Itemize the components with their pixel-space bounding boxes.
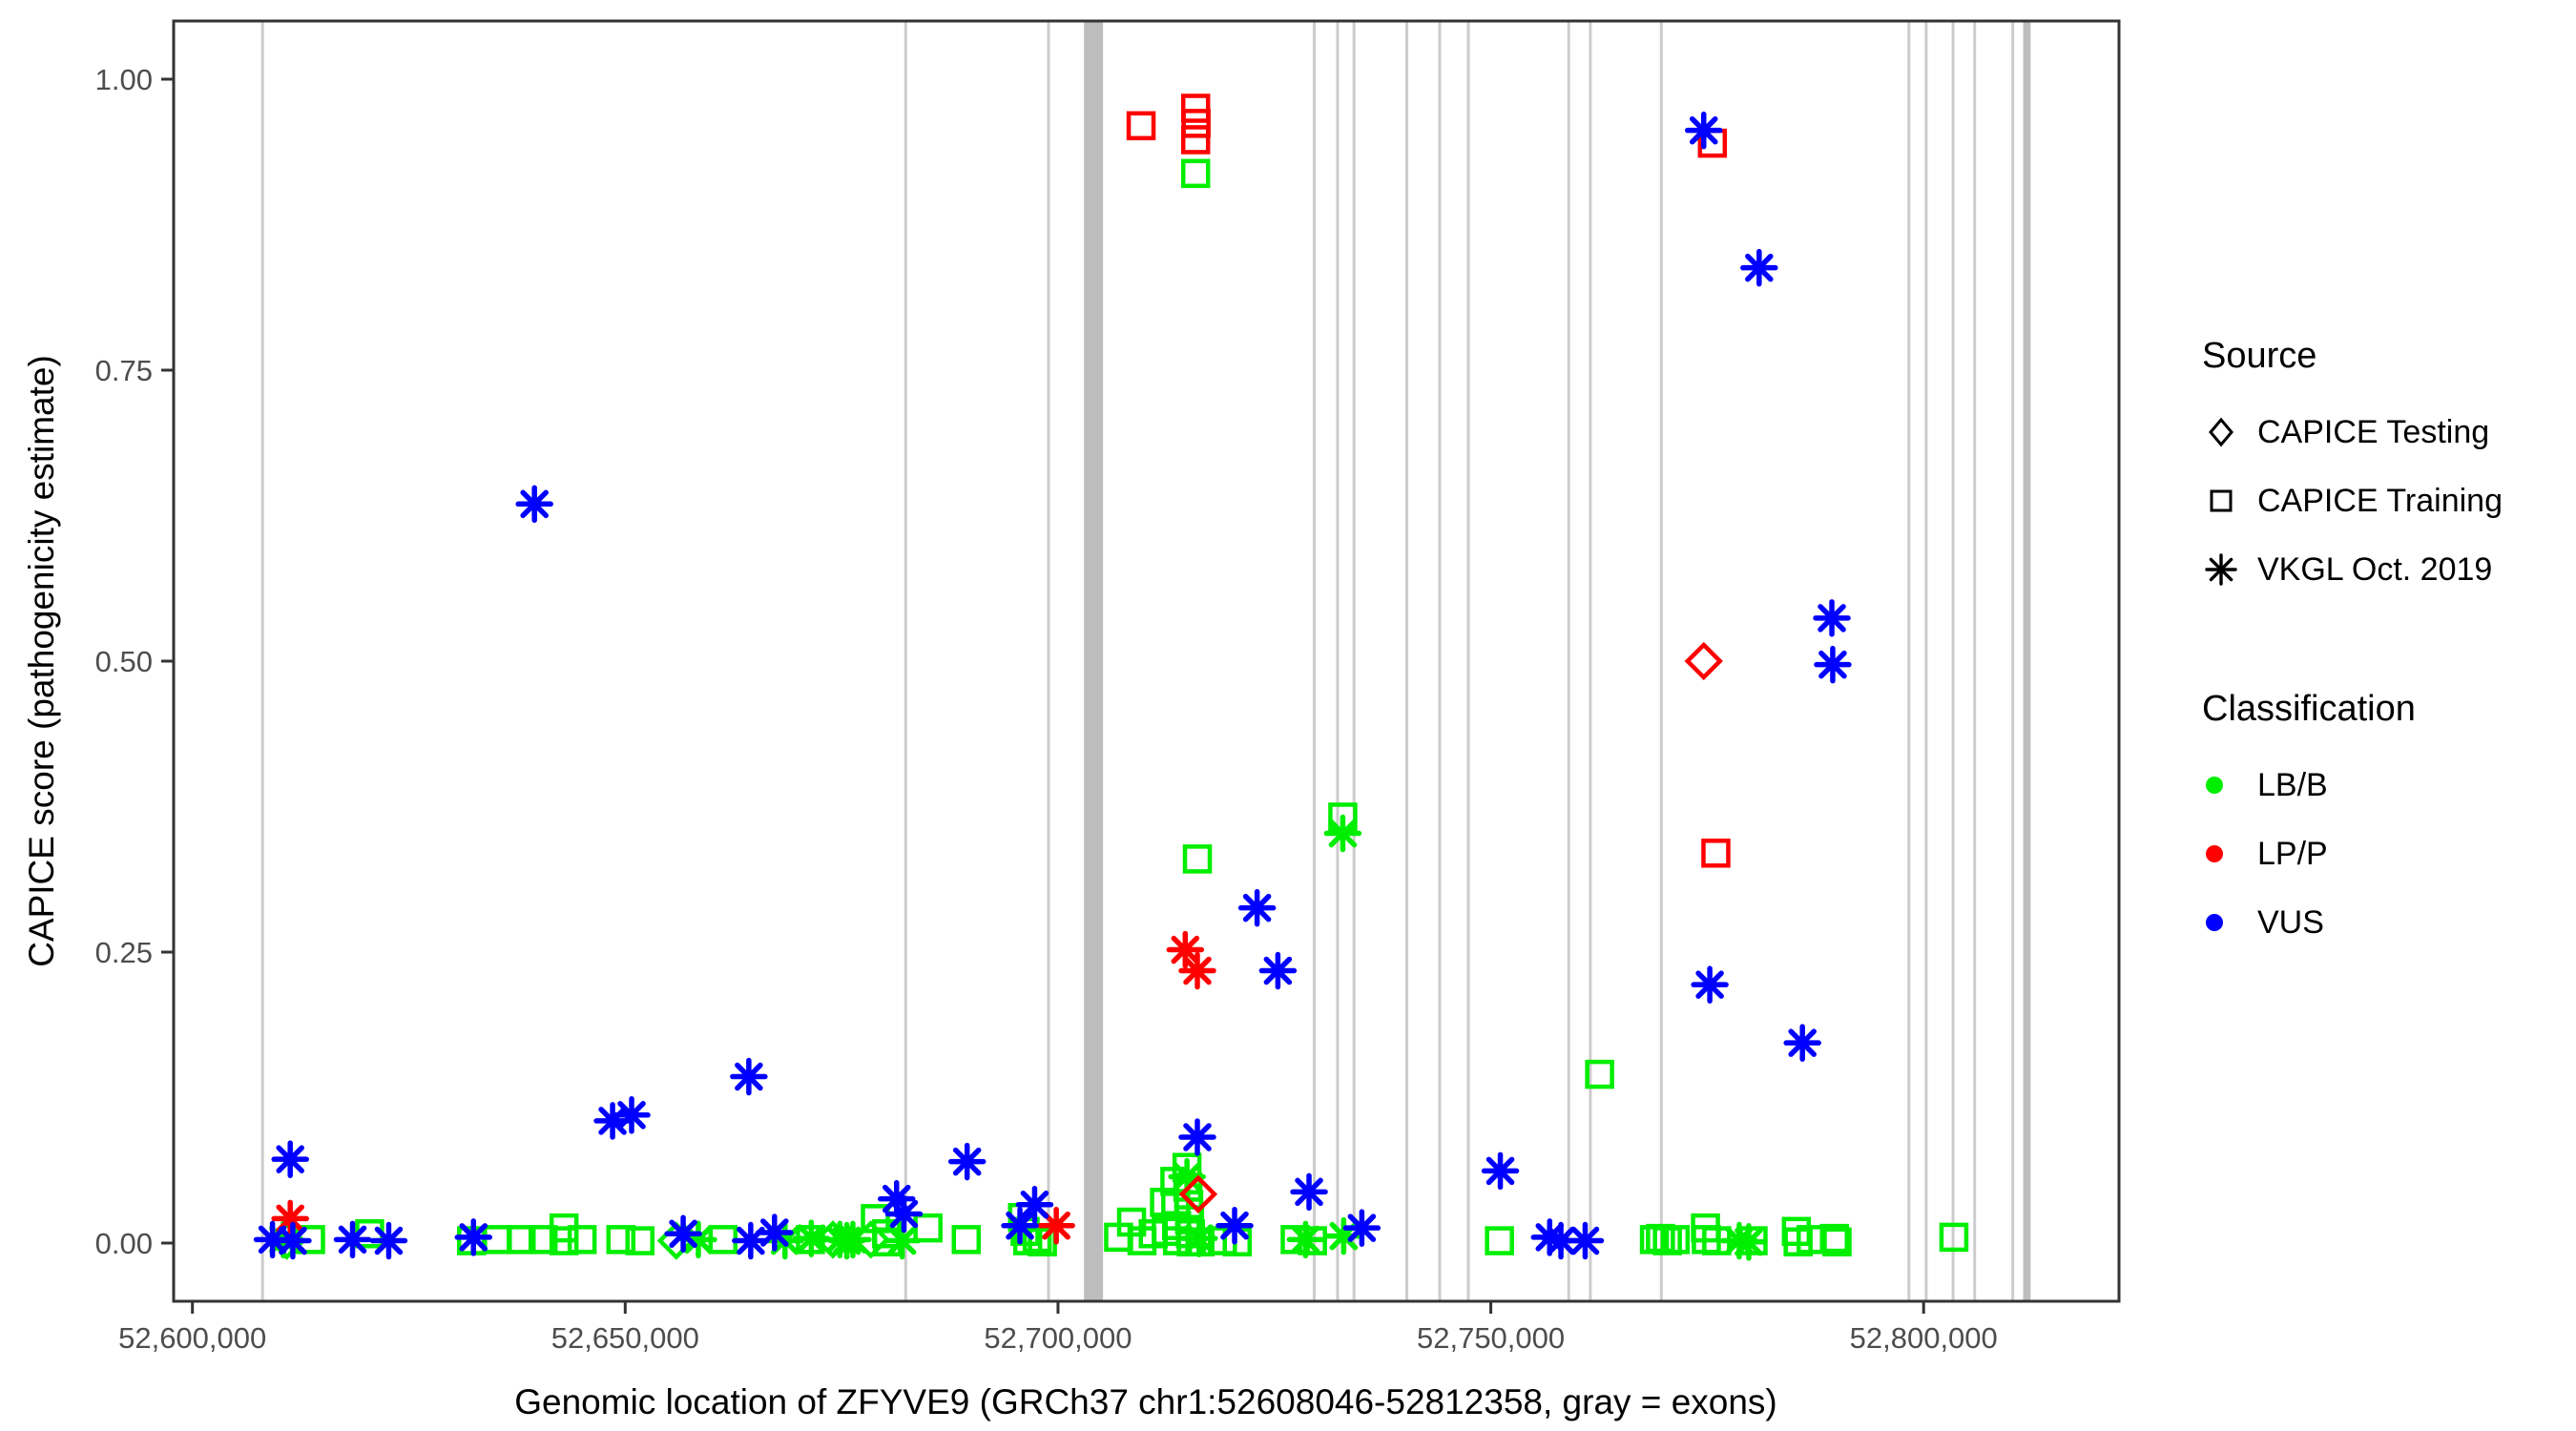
legend-source-title: Source [2202, 336, 2317, 376]
red-dot-icon [2202, 845, 2257, 862]
y-tick-label: 1.00 [95, 63, 153, 96]
legend-item-lpp: LP/P [2202, 819, 2416, 888]
legend-label: CAPICE Testing [2257, 413, 2490, 450]
asterisk-icon [2202, 550, 2257, 589]
green-dot-icon [2202, 777, 2257, 794]
y-tick-label: 0.75 [95, 354, 153, 387]
legend-classification-title: Classification [2202, 689, 2416, 729]
blue-dot-icon [2202, 914, 2257, 931]
legend-item-lbb: LB/B [2202, 751, 2416, 819]
series-lp-p-capice-testing [1178, 641, 1723, 1213]
x-tick-label: 52,700,000 [984, 1321, 1132, 1355]
x-tick-label: 52,650,000 [551, 1321, 699, 1355]
legend-label: VKGL Oct. 2019 [2257, 550, 2493, 588]
square-icon [2202, 482, 2257, 520]
y-axis-title: CAPICE score (pathogenicity estimate) [22, 355, 61, 967]
legend-label: VUS [2257, 903, 2324, 941]
legend-label: CAPICE Training [2257, 482, 2503, 519]
legend-source: Source CAPICE Testing CAPICE Training [2202, 336, 2503, 604]
legend-item-vkgl: VKGL Oct. 2019 [2202, 535, 2503, 604]
legend-item-capice-training: CAPICE Training [2202, 467, 2503, 535]
y-tick-label: 0.25 [95, 936, 153, 969]
plot-panel [174, 21, 2119, 1301]
legend-classification: Classification LB/B LP/P VUS [2202, 689, 2416, 957]
axis-ticks: 52,600,000 52,650,000 52,700,000 52,750,000… [95, 63, 1998, 1355]
x-tick-label: 52,750,000 [1417, 1321, 1565, 1355]
series-vus-vkgl-oct-2019 [253, 111, 1852, 1260]
legend-item-vus: VUS [2202, 888, 2416, 957]
x-axis-title: Genomic location of ZFYVE9 (GRCh37 chr1:… [514, 1382, 1777, 1421]
x-tick-label: 52,800,000 [1850, 1321, 1998, 1355]
legend-item-capice-testing: CAPICE Testing [2202, 398, 2503, 467]
exon-bands [260, 21, 2031, 1301]
legend-label: LP/P [2257, 835, 2328, 872]
y-tick-label: 0.50 [95, 645, 153, 678]
diamond-icon [2202, 413, 2257, 451]
legend-label: LB/B [2257, 766, 2328, 803]
y-tick-label: 0.00 [95, 1227, 153, 1260]
x-tick-label: 52,600,000 [118, 1321, 266, 1355]
